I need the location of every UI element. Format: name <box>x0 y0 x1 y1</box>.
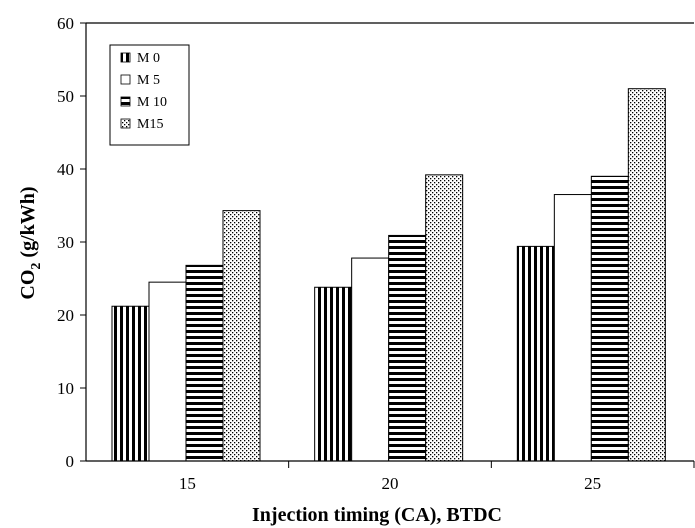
bar-m10-20 <box>388 234 427 462</box>
y-axis-title: CO2 (g/kWh) <box>17 186 44 299</box>
y-tick-label: 40 <box>57 160 74 179</box>
legend-label: M 5 <box>137 73 160 88</box>
x-axis-ticks: 15 20 25 <box>179 461 695 493</box>
bar-m0-20 <box>314 286 353 462</box>
legend-swatch <box>120 52 131 63</box>
bar-m15-20 <box>425 174 464 462</box>
x-tick-label: 25 <box>584 474 601 493</box>
legend-swatch <box>120 74 131 85</box>
legend-swatch <box>120 96 131 107</box>
y-tick-label: 50 <box>57 87 74 106</box>
y-axis-ticks: 0 10 20 30 40 50 60 <box>57 14 86 471</box>
bars-group <box>111 88 666 462</box>
y-tick-label: 60 <box>57 14 74 33</box>
y-tick-label: 10 <box>57 379 74 398</box>
y-axis-title-units: (g/kWh) <box>17 186 39 262</box>
x-tick-label: 20 <box>382 474 399 493</box>
bar-m0-25 <box>516 245 555 462</box>
y-tick-label: 0 <box>66 452 75 471</box>
y-tick-label: 20 <box>57 306 74 325</box>
x-tick-label: 15 <box>179 474 196 493</box>
bar-m5-15 <box>148 281 187 462</box>
bar-m10-25 <box>590 175 629 462</box>
y-axis-title-main: CO <box>17 270 39 300</box>
bar-m15-25 <box>627 88 666 462</box>
y-tick-label: 30 <box>57 233 74 252</box>
bar-m0-15 <box>111 305 150 462</box>
legend-label: M 0 <box>137 51 160 66</box>
y-axis-title-subscript: 2 <box>29 263 44 270</box>
legend-swatch <box>120 118 131 129</box>
x-axis-title: Injection timing (CA), BTDC <box>252 504 502 526</box>
legend-label: M 10 <box>137 95 167 110</box>
bar-m5-25 <box>553 194 592 462</box>
bar-m5-20 <box>351 257 390 462</box>
legend: M 0 M 5 M 10 M15 <box>109 44 190 146</box>
bar-m10-15 <box>185 264 224 462</box>
bar-m15-15 <box>222 210 261 462</box>
legend-label: M15 <box>137 117 163 132</box>
